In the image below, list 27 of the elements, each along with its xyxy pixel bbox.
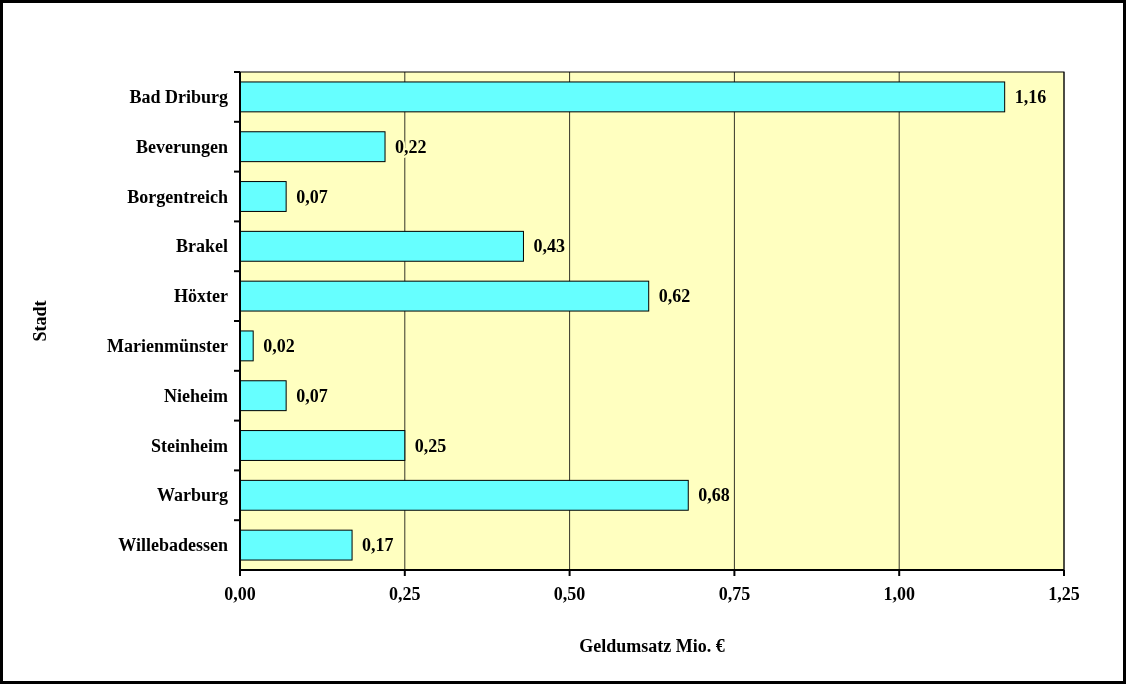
y-tick-label: Nieheim (164, 385, 229, 406)
data-label: 0,07 (296, 385, 328, 406)
y-tick-label: Beverungen (136, 136, 228, 157)
y-tick-label: Bad Driburg (129, 86, 228, 107)
data-label: 0,07 (296, 186, 328, 207)
x-tick-label: 0,75 (718, 584, 751, 604)
y-tick-label: Marienmünster (107, 335, 228, 356)
y-tick-label: Steinheim (150, 435, 228, 456)
data-label: 0,68 (698, 485, 730, 506)
y-tick-label: Borgentreich (127, 186, 228, 207)
data-label: 0,62 (658, 286, 691, 307)
x-tick-label: 0,25 (389, 584, 421, 604)
y-tick-label: Willebadessen (118, 535, 228, 556)
x-axis-title: Geldumsatz Mio. € (579, 636, 725, 656)
data-label: 1,16 (1014, 86, 1047, 107)
x-tick-label: 0,50 (553, 584, 586, 604)
y-axis-title: Stadt (30, 300, 50, 342)
data-label: 0,25 (414, 435, 447, 456)
data-label: 0,43 (533, 236, 565, 257)
x-tick-label: 1,00 (883, 584, 915, 604)
y-tick-label: Höxter (174, 286, 228, 307)
y-tick-label: Brakel (176, 236, 228, 257)
x-tick-label: 0,00 (224, 584, 256, 604)
x-tick-label: 1,25 (1048, 584, 1080, 604)
data-label: 0,02 (263, 335, 295, 356)
data-label: 0,17 (362, 535, 394, 556)
y-tick-label: Warburg (156, 485, 228, 506)
